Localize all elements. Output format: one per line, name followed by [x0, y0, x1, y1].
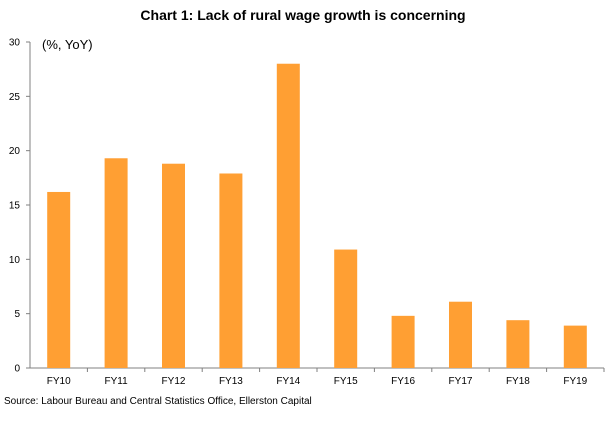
bar: [47, 191, 71, 368]
source-note: Source: Labour Bureau and Central Statis…: [4, 396, 312, 407]
bar: [276, 63, 300, 368]
x-tick-label: FY19: [563, 376, 587, 387]
bar: [219, 173, 243, 368]
y-tick-label: 5: [14, 309, 20, 320]
y-tick-label: 30: [9, 38, 21, 49]
unit-label: (%, YoY): [42, 37, 93, 52]
y-tick-label: 10: [9, 255, 21, 266]
x-tick-label: FY13: [219, 376, 243, 387]
chart-title: Chart 1: Lack of rural wage growth is co…: [140, 7, 465, 23]
plot-area: 0 5 10 15 20 25 30 FY10 FY11 FY12 FY13 FY14 FY15 FY16…: [9, 38, 605, 387]
y-tick-label: 25: [9, 92, 21, 103]
x-tick-label: FY11: [105, 376, 129, 387]
x-tick-label: FY12: [162, 376, 186, 387]
bar: [563, 325, 587, 368]
bar: [449, 301, 472, 368]
bar: [334, 249, 358, 368]
y-tick-label: 0: [14, 364, 20, 375]
x-tick-label: FY15: [334, 376, 358, 387]
x-tick-label: FY14: [276, 376, 300, 387]
x-tick-label: FY17: [449, 376, 473, 387]
bar: [104, 158, 128, 368]
y-tick-label: 20: [9, 146, 21, 157]
x-tick-label: FY18: [506, 376, 530, 387]
bar: [162, 163, 185, 368]
x-tick-label: FY10: [47, 376, 71, 387]
y-tick-label: 15: [9, 201, 21, 212]
x-tick-label: FY16: [391, 376, 415, 387]
bar: [506, 320, 530, 368]
bar: [391, 315, 415, 368]
